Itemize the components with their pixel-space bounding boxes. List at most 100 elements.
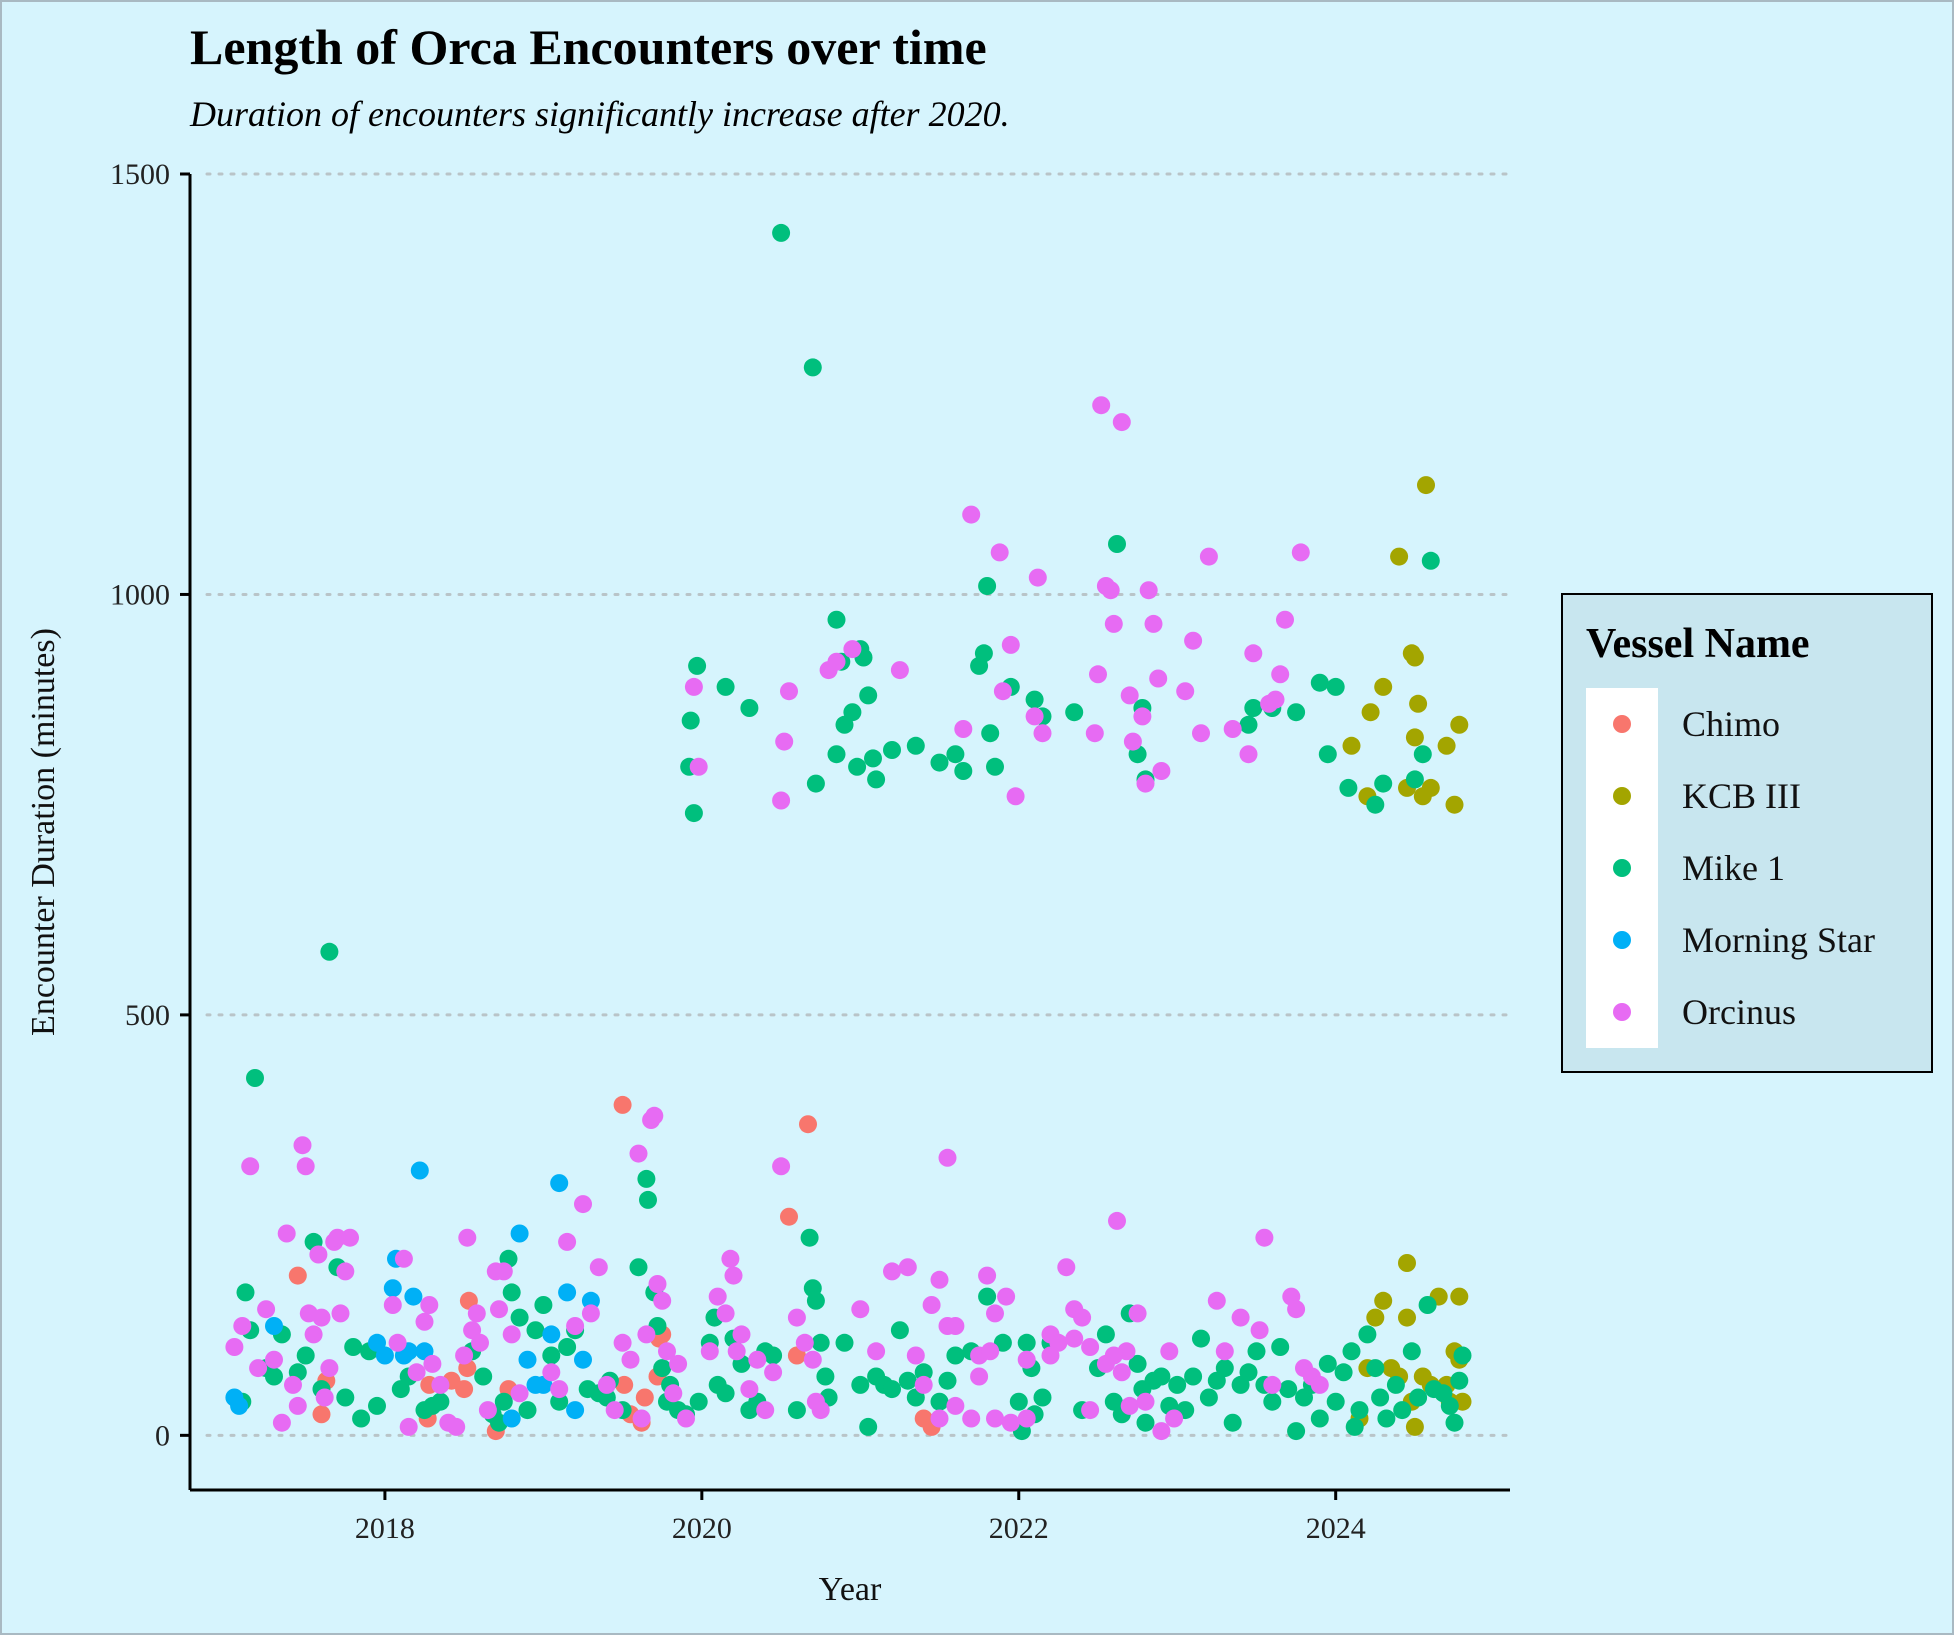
data-point [605,1401,624,1420]
data-point [1263,1392,1282,1411]
data-point [1371,1388,1390,1407]
data-point [795,1333,814,1352]
data-point [1025,707,1044,726]
data-point [478,1401,497,1420]
data-point [1366,1359,1385,1378]
data-point [1247,1342,1266,1361]
data-point [558,1232,577,1251]
data-point [681,711,700,730]
data-point [946,745,965,764]
data-point [898,1258,917,1277]
data-point [1120,686,1139,705]
data-point [241,1157,260,1176]
data-point [542,1346,561,1365]
data-points [225,223,1472,1441]
legend-title: Vessel Name [1586,621,1810,667]
data-point [399,1417,418,1436]
data-point [1065,1329,1084,1348]
data-point [688,656,707,675]
data-point [566,1401,585,1420]
data-point [1374,1291,1393,1310]
data-point [447,1417,466,1436]
x-tick-label: 2022 [989,1512,1049,1545]
data-point [431,1392,450,1411]
data-point [304,1325,323,1344]
data-point [352,1409,371,1428]
data-point [1092,396,1111,415]
legend-key [1613,931,1631,949]
data-point [1081,1338,1100,1356]
data-point [404,1287,423,1306]
data-point [898,1371,917,1390]
data-point [883,1262,901,1281]
data-point [990,543,1009,562]
data-point [1393,1401,1412,1420]
data-point [1405,1417,1424,1436]
data-point [490,1300,508,1319]
data-point [629,1258,648,1277]
data-point [1377,1409,1396,1428]
data-point [494,1262,513,1281]
data-point [1192,724,1210,743]
data-point [740,699,759,717]
data-point [1073,1308,1092,1327]
data-point [859,686,878,705]
data-point [542,1363,561,1382]
legend-key [1613,859,1631,877]
data-point [341,1228,359,1247]
legend-key [1613,1003,1631,1021]
data-point [1440,1396,1459,1415]
data-point [1334,1363,1353,1382]
data-point [320,942,339,961]
data-point [265,1317,283,1335]
data-point [388,1333,407,1352]
data-point [764,1346,783,1365]
data-point [1207,1291,1226,1310]
data-point [938,1148,957,1167]
data-point [1445,795,1464,814]
data-point [1104,614,1123,633]
data-point [787,1401,806,1420]
data-point [1386,1375,1405,1394]
data-point [851,1300,870,1319]
data-point [954,720,973,738]
data-point [632,1409,651,1428]
data-point [700,1342,719,1361]
data-point [772,791,791,810]
x-tick-label: 2020 [672,1512,732,1545]
data-point [1215,1342,1234,1361]
data-point [740,1380,759,1399]
data-point [1266,690,1285,709]
data-point [296,1346,315,1365]
data-point [981,1342,1000,1361]
x-tick-label: 2018 [355,1512,415,1545]
data-point [277,1224,296,1243]
data-point [806,774,825,793]
data-point [629,1144,648,1163]
data-point [1057,1258,1076,1277]
data-point [1096,1325,1115,1344]
data-point [1398,1254,1416,1272]
data-point [843,703,862,722]
data-point [1374,774,1393,793]
data-point [1271,1338,1290,1356]
data-point [272,1413,291,1432]
data-point [518,1401,537,1420]
data-point [494,1392,513,1411]
data-point [1310,1375,1329,1394]
data-point [1287,1300,1306,1319]
data-point [637,1325,656,1344]
data-point [510,1384,529,1403]
data-point [431,1375,450,1394]
data-point [978,1287,997,1306]
data-point [772,223,791,242]
data-point [1101,581,1120,600]
data-point [732,1325,751,1344]
data-point [1413,745,1432,764]
axes: 0 500 1000 1500 2018 2020 2022 2024 [110,158,1510,1545]
data-point [787,1308,806,1327]
data-point [986,1304,1004,1323]
data-point [1361,703,1380,722]
data-point [867,770,886,789]
